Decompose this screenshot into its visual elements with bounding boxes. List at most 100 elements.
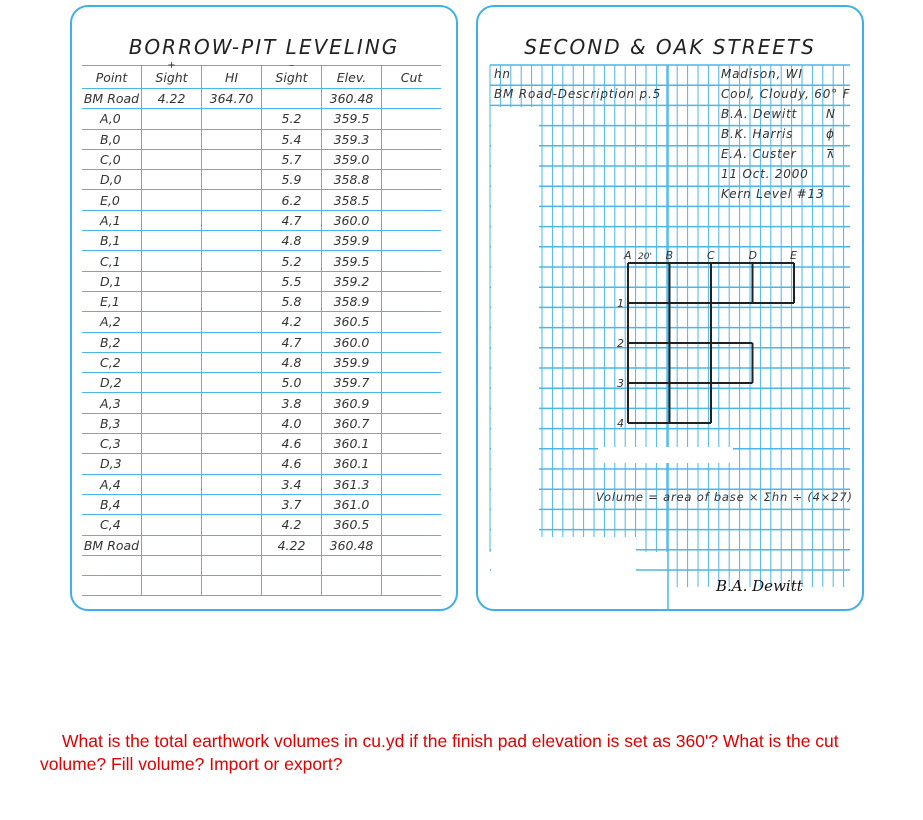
right-page-title: SECOND & OAK STREETS [524,35,816,59]
table-cell: A,3 [82,392,142,414]
info-line: Madison, WI [721,67,803,81]
table-cell [141,169,202,191]
table-cell [201,149,262,171]
table-cell [201,555,262,577]
table-row: A,1 4.7 360.0 [82,210,441,232]
table-cell [201,291,262,313]
table-cell [201,250,262,272]
table-cell: 360.1 [321,433,382,455]
table-cell [141,210,202,232]
table-cell: 359.3 [321,129,382,150]
crew-symbol: ϕ [826,127,835,141]
table-cell [381,169,441,191]
grid-col-label: C [707,249,715,262]
table-row: C,0 5.7 359.0 [82,149,441,171]
table-cell [381,189,441,211]
table-cell: A,1 [82,210,142,232]
table-cell: 6.2 [261,189,322,211]
signature: B.A. Dewitt [716,577,803,595]
table-cell [201,392,262,414]
table-cell [141,189,202,211]
table-cell [82,575,142,597]
table-row: E,1 5.8 358.9 [82,291,441,313]
header-elev: Elev. [321,65,382,89]
table-row: D,0 5.9 358.8 [82,169,441,191]
table-cell: 4.2 [261,514,322,536]
leveling-table: Point + Sight HI – Sight Elev. Cut BM Road… [82,60,441,597]
table-cell: 3.8 [261,392,322,414]
table-cell [201,453,262,475]
table-cell [201,271,262,292]
table-cell: B,3 [82,413,142,435]
table-cell [381,474,441,495]
table-cell [261,575,322,597]
table-cell [381,392,441,414]
table-cell: B,0 [82,129,142,150]
blank-area [598,447,733,463]
info-line: E.A. Custer [721,147,797,161]
table-cell: 358.5 [321,189,382,211]
table-cell [141,535,202,556]
table-row: A,0 5.2 359.5 [82,108,441,130]
table-row: C,4 4.2 360.5 [82,514,441,536]
table-cell: C,3 [82,433,142,455]
table-cell [321,575,382,597]
table-cell [141,291,202,313]
blank-area [491,107,539,539]
grid-row-label: 2 [617,337,624,350]
table-row: E,0 6.2 358.5 [82,189,441,211]
table-cell: 360.1 [321,453,382,475]
table-row: B,0 5.4 359.3 [82,129,441,150]
table-cell: 5.0 [261,372,322,394]
table-cell [381,494,441,516]
header-cut: Cut [381,65,441,89]
table-row: C,2 4.8 359.9 [82,352,441,374]
table-cell [201,230,262,252]
table-cell [201,210,262,232]
table-cell [321,555,382,577]
table-cell: BM Road [82,535,142,556]
table-cell: 360.9 [321,392,382,414]
table-cell: 361.0 [321,494,382,516]
table-cell: 360.48 [321,88,382,110]
table-cell [381,129,441,150]
table-cell [381,291,441,313]
table-cell: 4.22 [261,535,322,556]
table-cell: 359.9 [321,230,382,252]
table-cell: 359.5 [321,108,382,130]
table-cell: D,1 [82,271,142,292]
table-cell [381,555,441,577]
table-row: D,2 5.0 359.7 [82,372,441,394]
table-cell [381,250,441,272]
table-cell: C,0 [82,149,142,171]
table-cell: A,2 [82,311,142,333]
grid-col-label: E [790,249,797,262]
table-cell [381,453,441,475]
info-line: B.K. Harris [721,127,794,141]
table-cell [201,352,262,374]
table-row: A,2 4.2 360.5 [82,311,441,333]
table-cell: 5.9 [261,169,322,191]
table-cell: E,1 [82,291,142,313]
table-cell: A,4 [82,474,142,495]
header-hi: HI [201,65,262,89]
header-minus-sight: – Sight [261,60,322,89]
table-row: B,4 3.7 361.0 [82,494,441,516]
table-cell [201,474,262,495]
table-cell [381,413,441,435]
table-cell [141,271,202,292]
table-cell [141,372,202,394]
table-row: A,4 3.4 361.3 [82,474,441,495]
table-cell [381,332,441,353]
table-cell: 360.5 [321,311,382,333]
table-cell [381,372,441,394]
hn-label: hn [494,67,511,81]
table-cell: 364.70 [201,88,262,110]
table-cell: 359.7 [321,372,382,394]
table-cell: 5.7 [261,149,322,171]
table-cell [141,149,202,171]
grid-row-label: 4 [617,417,624,430]
table-cell [381,108,441,130]
table-cell [381,433,441,455]
table-row: D,1 5.5 359.2 [82,271,441,292]
